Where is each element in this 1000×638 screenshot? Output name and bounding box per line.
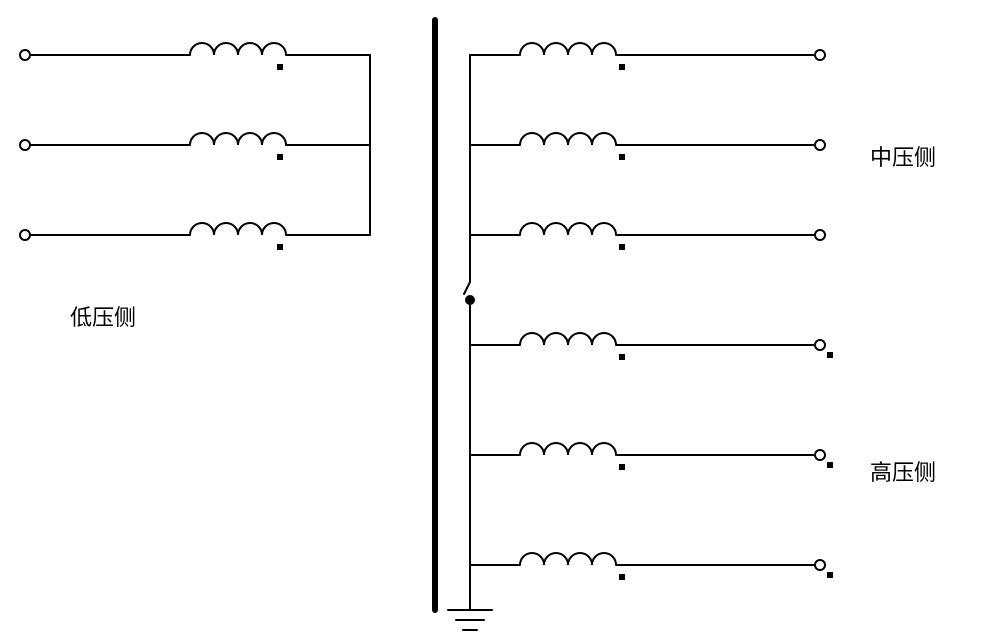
- circuit-svg: [0, 0, 1000, 638]
- mid-coil-2: [520, 223, 616, 235]
- label-high-voltage: 高压侧: [870, 455, 936, 487]
- left-coil-2: [190, 223, 286, 235]
- high-coil-2: [520, 553, 616, 565]
- left-coil-1: [190, 133, 286, 145]
- high-coil-0: [520, 333, 616, 345]
- label-mid-voltage: 中压侧: [870, 140, 936, 172]
- mid-coil-0: [520, 43, 616, 55]
- left-coil-0: [190, 43, 286, 55]
- high-coil-1: [520, 443, 616, 455]
- diagram-root: 低压侧 中压侧 高压侧: [0, 0, 1000, 638]
- mid-coil-1: [520, 133, 616, 145]
- label-low-voltage: 低压侧: [70, 300, 136, 332]
